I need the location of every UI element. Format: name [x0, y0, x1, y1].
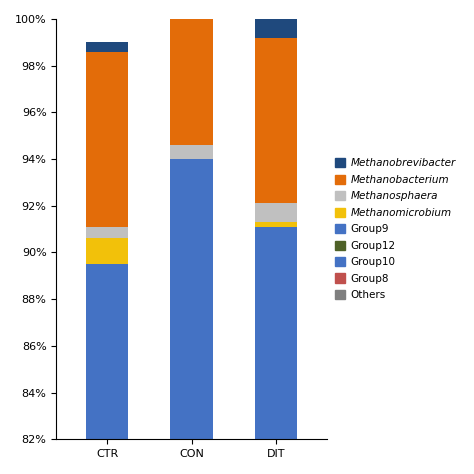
Bar [170, 0, 213, 12]
Bar [255, 203, 297, 222]
Bar [86, 42, 128, 52]
Bar [255, 37, 297, 203]
Bar [255, 222, 297, 227]
Bar [86, 238, 128, 264]
Bar [255, 227, 297, 439]
Bar [170, 145, 213, 159]
Bar [170, 159, 213, 439]
Bar [255, 19, 297, 37]
Bar [86, 52, 128, 227]
Legend: Methanobrevibacter, Methanobacterium, Methanosphaera, Methanomicrobium, Group9, : Methanobrevibacter, Methanobacterium, Me… [332, 155, 459, 303]
Bar [86, 264, 128, 439]
Bar [86, 227, 128, 238]
Bar [170, 12, 213, 145]
